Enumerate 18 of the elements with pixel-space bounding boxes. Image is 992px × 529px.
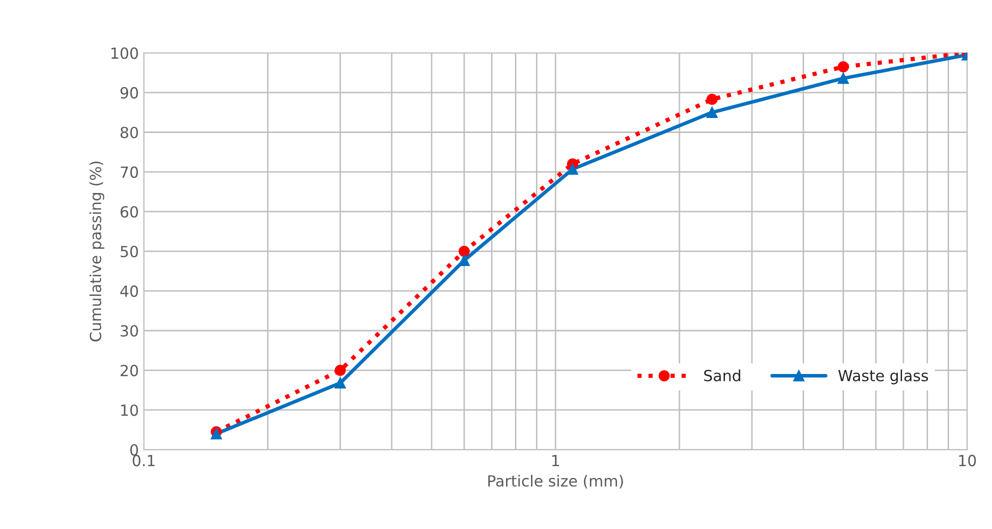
y-tick-label: 0: [130, 444, 138, 456]
y-tick-label: 60: [120, 206, 138, 218]
y-tick-label: 10: [121, 404, 138, 416]
y-tick-label: 90: [120, 87, 138, 99]
y-tick-label: 80: [120, 126, 138, 138]
y-tick-label: 50: [120, 246, 138, 258]
x-tick-label: 0.1: [132, 454, 155, 466]
x-tick-label: 1: [552, 454, 559, 466]
y-axis-title: Cumulative passing (%): [89, 162, 104, 342]
y-tick-label: 30: [120, 325, 138, 337]
y-tick-label: 100: [111, 47, 138, 59]
legend-label: Sand: [704, 370, 740, 382]
y-tick-label: 70: [120, 166, 138, 178]
legend-label: Waste glass: [838, 370, 928, 384]
x-tick-label: 10: [959, 454, 976, 466]
y-tick-label: 40: [120, 285, 138, 297]
x-axis-title: Particle size (mm): [488, 474, 623, 488]
y-tick-label: 20: [120, 364, 138, 376]
